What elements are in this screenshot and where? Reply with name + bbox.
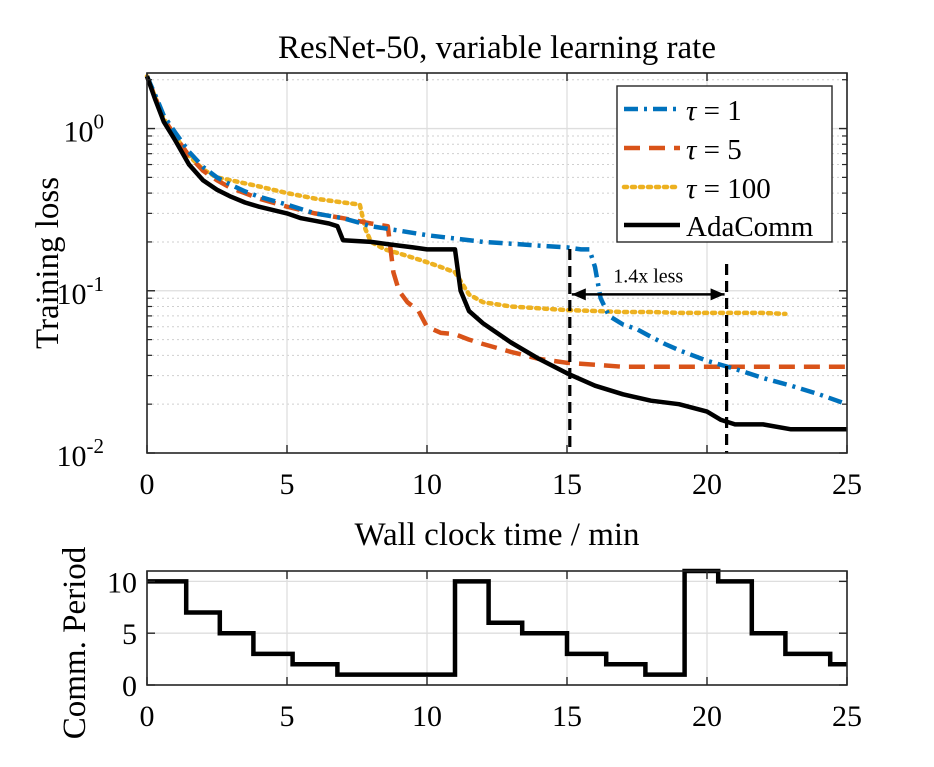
legend: τ = 1 τ = 5 τ = 100 AdaComm (616, 85, 833, 243)
chart-title: ResNet-50, variable learning rate (278, 30, 716, 66)
x-tick-label: 5 (280, 468, 295, 501)
bottom-x-tick-label: 15 (552, 700, 582, 733)
x-tick-label: 10 (412, 468, 442, 501)
top-axes-box (146, 72, 848, 454)
bottom-axes-box (146, 570, 848, 686)
bottom-series-group (147, 568, 847, 677)
bottom-ticks: 0 5 10 0 5 10 15 20 25 (107, 566, 862, 733)
bottom-y-tick-label: 10 (107, 566, 137, 599)
bottom-y-tick-label: 0 (122, 670, 137, 703)
x-tick-label: 0 (140, 468, 155, 501)
training-loss-chart: ResNet-50, variable learning rate 1.4x l… (30, 30, 862, 553)
legend-label-tau-1: τ = 1 (686, 95, 742, 127)
y-tick-label: 10-1 (57, 272, 105, 311)
x-tick-label: 20 (692, 468, 722, 501)
y-axis-label: Training loss (30, 177, 66, 349)
legend-box (616, 85, 833, 243)
bottom-x-tick-label: 10 (412, 700, 442, 733)
legend-label-tau-5: τ = 5 (686, 134, 742, 166)
annotation-arrow-left-head (571, 288, 586, 301)
legend-label-adacomm: AdaComm (686, 211, 814, 243)
annotation-arrow-right-head (710, 288, 725, 301)
legend-item-tau-5: τ = 5 (624, 134, 742, 166)
series-line--5 (144, 75, 847, 370)
top-series-group (144, 74, 848, 432)
x-tick-label: 15 (552, 468, 582, 501)
comm-period-chart: 0 5 10 0 5 10 15 20 25 Comm. Period (57, 546, 862, 739)
x-axis-label: Wall clock time / min (354, 517, 639, 553)
series-line-adacomm (144, 75, 847, 432)
time-saving-annotation: 1.4x less (568, 249, 729, 453)
x-tick-label: 25 (832, 468, 862, 501)
legend-item-adacomm: AdaComm (624, 211, 814, 243)
y-tick-label: 10-2 (57, 434, 105, 473)
bottom-x-tick-label: 5 (280, 700, 295, 733)
y-tick-label: 100 (64, 110, 105, 149)
legend-item-tau-100: τ = 100 (621, 173, 771, 205)
bottom-y-axis-label: Comm. Period (57, 546, 93, 739)
bottom-y-tick-label: 5 (122, 618, 137, 651)
bottom-x-tick-label: 25 (832, 700, 862, 733)
bottom-x-tick-label: 0 (140, 700, 155, 733)
comm-period-line (147, 568, 847, 677)
series-line--1 (144, 75, 848, 407)
legend-item-tau-1: τ = 1 (624, 95, 742, 127)
top-ticks: 10-2 10-1 100 0 5 10 15 20 25 (57, 73, 862, 501)
legend-label-tau-100: τ = 100 (686, 173, 771, 205)
bottom-x-tick-label: 20 (692, 700, 722, 733)
annotation-label: 1.4x less (613, 265, 683, 287)
